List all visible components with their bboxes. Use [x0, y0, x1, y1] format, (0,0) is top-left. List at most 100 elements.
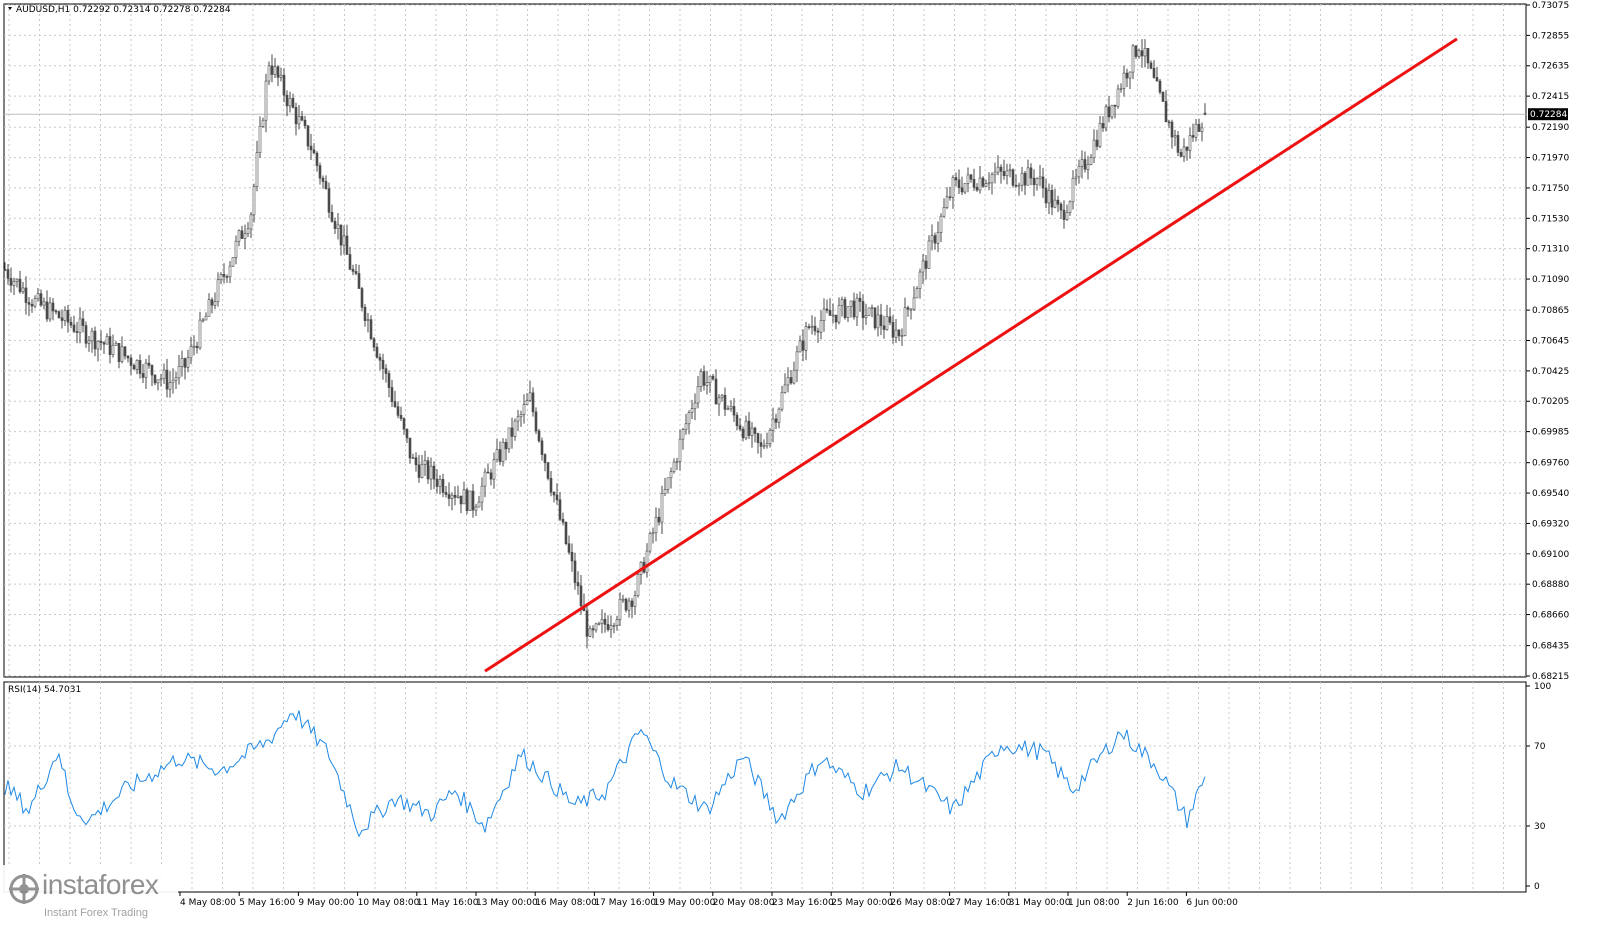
- candle-body: [33, 298, 37, 307]
- candle-body: [768, 429, 772, 444]
- candle-body: [942, 207, 946, 217]
- candle-body: [384, 368, 388, 374]
- candle-body: [720, 394, 724, 399]
- candle-body: [1035, 178, 1039, 186]
- candle-body: [171, 379, 175, 383]
- candle-body: [342, 235, 346, 246]
- candle-body: [993, 171, 997, 176]
- candle-body: [132, 365, 136, 370]
- candle-body: [87, 340, 91, 344]
- candle-body: [807, 326, 811, 328]
- candle-body: [951, 177, 955, 198]
- candle-body: [1077, 166, 1081, 178]
- main-y-tick-label: 0.68215: [1532, 672, 1569, 682]
- candle-body: [789, 377, 793, 384]
- candle-body: [795, 351, 799, 371]
- candle-body: [294, 107, 298, 125]
- candle-body: [228, 265, 232, 278]
- candle-body: [663, 489, 667, 495]
- candle-body: [822, 308, 826, 321]
- x-axis-tick-label: 31 May 00:00: [1009, 898, 1071, 908]
- candle-body: [111, 344, 115, 355]
- candle-body: [687, 412, 691, 425]
- candle-body: [534, 411, 538, 432]
- candle-body: [1104, 106, 1108, 129]
- candle-body: [147, 362, 151, 366]
- main-y-tick-label: 0.68880: [1532, 580, 1569, 590]
- candle-body: [903, 307, 907, 336]
- candle-body: [186, 357, 190, 368]
- candle-body: [1110, 104, 1114, 118]
- x-axis-tick-label: 25 May 00:00: [831, 898, 893, 908]
- candle-body: [234, 240, 238, 258]
- candle-body: [39, 293, 43, 306]
- candle-body: [459, 495, 463, 505]
- candle-body: [726, 408, 730, 411]
- candle-body: [240, 230, 244, 239]
- candle-body: [1047, 189, 1051, 204]
- candle-body: [960, 187, 964, 193]
- candle-body: [831, 314, 835, 317]
- rsi-y-tick-label: 0: [1534, 882, 1540, 892]
- trendline: [484, 37, 1458, 673]
- candle-body: [612, 625, 616, 627]
- candle-body: [1065, 212, 1069, 220]
- candle-body: [150, 365, 154, 376]
- candle-body: [351, 269, 355, 272]
- candle-body: [702, 371, 706, 386]
- candle-body: [744, 420, 748, 439]
- candle-body: [192, 345, 196, 348]
- candle-body: [1158, 80, 1162, 93]
- candle-body: [870, 307, 874, 310]
- x-axis-tick-label: 9 May 00:00: [298, 898, 354, 908]
- x-axis-tick-label: 6 Jun 00:00: [1186, 898, 1238, 908]
- candle-body: [771, 418, 775, 431]
- candle-body: [177, 366, 181, 379]
- candle-body: [1092, 139, 1096, 159]
- candle-body: [1041, 176, 1045, 189]
- symbol-header: AUDUSD,H1 0.72292 0.72314 0.72278 0.7228…: [16, 5, 231, 15]
- candle-body: [159, 378, 163, 381]
- candle-body: [1194, 123, 1198, 138]
- candle-body: [537, 430, 541, 442]
- watermark-brand: instaforex: [42, 869, 159, 900]
- candle-body: [330, 212, 334, 222]
- main-y-tick-label: 0.71090: [1532, 275, 1569, 285]
- candle-body: [1017, 184, 1021, 187]
- candle-body: [420, 464, 424, 478]
- candle-body: [921, 260, 925, 273]
- x-axis-tick-label: 23 May 16:00: [772, 898, 834, 908]
- candle-body: [417, 464, 421, 478]
- candle-body: [42, 301, 46, 306]
- candle-body: [1122, 72, 1126, 89]
- candle-body: [588, 628, 592, 637]
- candle-body: [276, 66, 280, 78]
- x-axis-tick-label: 16 May 08:00: [535, 898, 597, 908]
- candle-body: [984, 183, 988, 187]
- candle-body: [1191, 135, 1195, 138]
- candle-body: [24, 287, 28, 303]
- candle-body: [468, 490, 472, 511]
- candle-body: [684, 423, 688, 430]
- candle-body: [681, 429, 685, 440]
- candle-body: [900, 335, 904, 337]
- candle-body: [756, 433, 760, 443]
- x-axis-tick-label: 2 Jun 16:00: [1127, 898, 1179, 908]
- candle-body: [486, 471, 490, 474]
- candle-body: [924, 260, 928, 269]
- candle-body: [747, 420, 751, 436]
- candle-body: [180, 358, 184, 367]
- candle-body: [1098, 123, 1102, 147]
- candle-body: [354, 271, 358, 274]
- candle-body: [273, 66, 277, 75]
- candle-body: [1083, 159, 1087, 170]
- candle-body: [897, 329, 901, 337]
- candle-body: [882, 325, 886, 330]
- candle-body: [315, 152, 319, 166]
- candle-body: [600, 618, 604, 624]
- candle-body: [627, 600, 631, 611]
- candle-body: [477, 501, 481, 508]
- candle-body: [531, 392, 535, 413]
- candle-body: [525, 400, 529, 405]
